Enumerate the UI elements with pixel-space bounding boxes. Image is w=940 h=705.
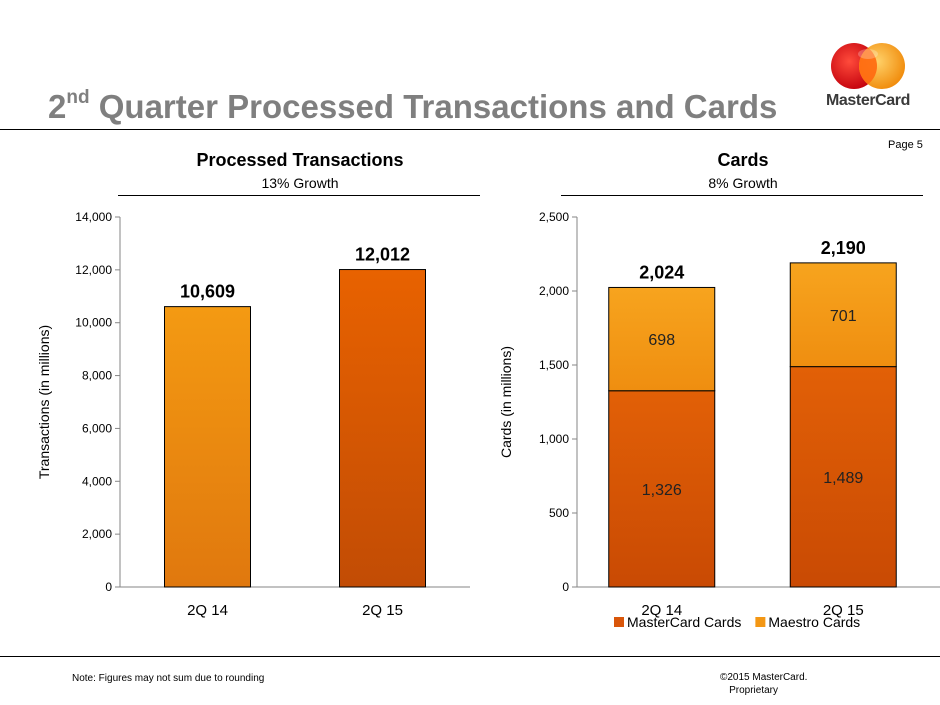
transactions-x-tick-label: 2Q 15 bbox=[362, 602, 403, 619]
slide-title: 2nd Quarter Processed Transactions and C… bbox=[48, 78, 777, 127]
legend-swatch-mastercard bbox=[614, 617, 624, 627]
page-number: Page 5 bbox=[888, 139, 923, 151]
transactions-y-tick-label: 0 bbox=[105, 580, 112, 594]
mastercard-logo: MasterCard bbox=[818, 42, 918, 112]
footnote: Note: Figures may not sum due to roundin… bbox=[72, 673, 265, 684]
transactions-y-tick-label: 8,000 bbox=[82, 369, 112, 383]
cards-y-tick-label: 500 bbox=[549, 506, 569, 520]
cards-chart: 0 500 1,000 1,500 2,000 2,500 Cards (in millio… bbox=[498, 210, 940, 630]
mastercard-wordmark: MasterCard bbox=[825, 92, 911, 109]
cards-panel-subtitle: 8% Growth bbox=[708, 175, 778, 191]
legend-swatch-maestro bbox=[755, 617, 766, 627]
cards-y-tick-label: 2,000 bbox=[539, 284, 569, 298]
cards-y-tick-label: 0 bbox=[562, 580, 569, 594]
title-divider bbox=[0, 129, 940, 130]
cards-segment-value-label: 1,326 bbox=[642, 482, 682, 499]
legend-label: MasterCard Cards bbox=[627, 614, 741, 630]
transactions-y-tick-label: 12,000 bbox=[75, 263, 112, 277]
footer-divider bbox=[0, 656, 940, 657]
legend-label: Maestro Cards bbox=[768, 614, 860, 630]
transactions-y-axis-title: Transactions (in millions) bbox=[36, 325, 52, 479]
cards-total-label: 2,024 bbox=[639, 262, 684, 282]
transactions-chart: 0 2,000 4,000 6,000 8,000 10,000 12,000 14,000 T… bbox=[36, 210, 470, 619]
cards-bar-maestro bbox=[608, 286, 716, 392]
transactions-bar bbox=[339, 269, 426, 588]
cards-x-tick-label: 2Q 15 bbox=[823, 602, 864, 619]
cards-y-axis-title: Cards (in millions) bbox=[498, 346, 514, 458]
cards-y-tick-label: 2,500 bbox=[539, 210, 569, 224]
cards-panel-rule bbox=[561, 195, 923, 196]
cards-segment-value-label: 698 bbox=[648, 332, 675, 349]
transactions-bar bbox=[164, 306, 251, 588]
cards-y-tick-label: 1,000 bbox=[539, 432, 569, 446]
transactions-bar-value-label: 12,012 bbox=[355, 245, 410, 265]
cards-y-tick-label: 1,500 bbox=[539, 358, 569, 372]
transactions-bar-value-label: 10,609 bbox=[180, 282, 235, 302]
slide-title-main: 2 bbox=[48, 88, 67, 125]
transactions-panel-subtitle: 13% Growth bbox=[261, 175, 339, 191]
cards-segment-value-label: 1,489 bbox=[823, 470, 863, 487]
transactions-y-tick-label: 6,000 bbox=[82, 421, 112, 435]
transactions-y-tick-label: 10,000 bbox=[75, 316, 112, 330]
cards-bar-maestro bbox=[789, 262, 897, 368]
slide-title-rest: Quarter Processed Transactions and Cards bbox=[89, 88, 778, 125]
transactions-y-tick-label: 2,000 bbox=[82, 527, 112, 541]
copyright-line-2: Proprietary bbox=[729, 685, 778, 696]
transactions-panel-rule bbox=[118, 195, 480, 196]
copyright: ©2015 MasterCard. Proprietary bbox=[720, 671, 807, 697]
transactions-y-tick-label: 4,000 bbox=[82, 474, 112, 488]
copyright-line-1: ©2015 MasterCard. bbox=[720, 672, 808, 683]
transactions-x-tick-label: 2Q 14 bbox=[187, 602, 228, 619]
cards-x-tick-label: 2Q 14 bbox=[641, 602, 682, 619]
cards-segment-value-label: 701 bbox=[830, 308, 857, 325]
cards-total-label: 2,190 bbox=[821, 238, 866, 258]
transactions-y-tick-label: 14,000 bbox=[75, 210, 112, 224]
cards-bar-mastercard bbox=[608, 390, 716, 588]
slide-title-sup: nd bbox=[66, 87, 90, 108]
transactions-panel-title: Processed Transactions bbox=[196, 150, 404, 170]
cards-panel-title: Cards bbox=[717, 150, 769, 170]
mastercard-circles-icon bbox=[831, 43, 905, 89]
